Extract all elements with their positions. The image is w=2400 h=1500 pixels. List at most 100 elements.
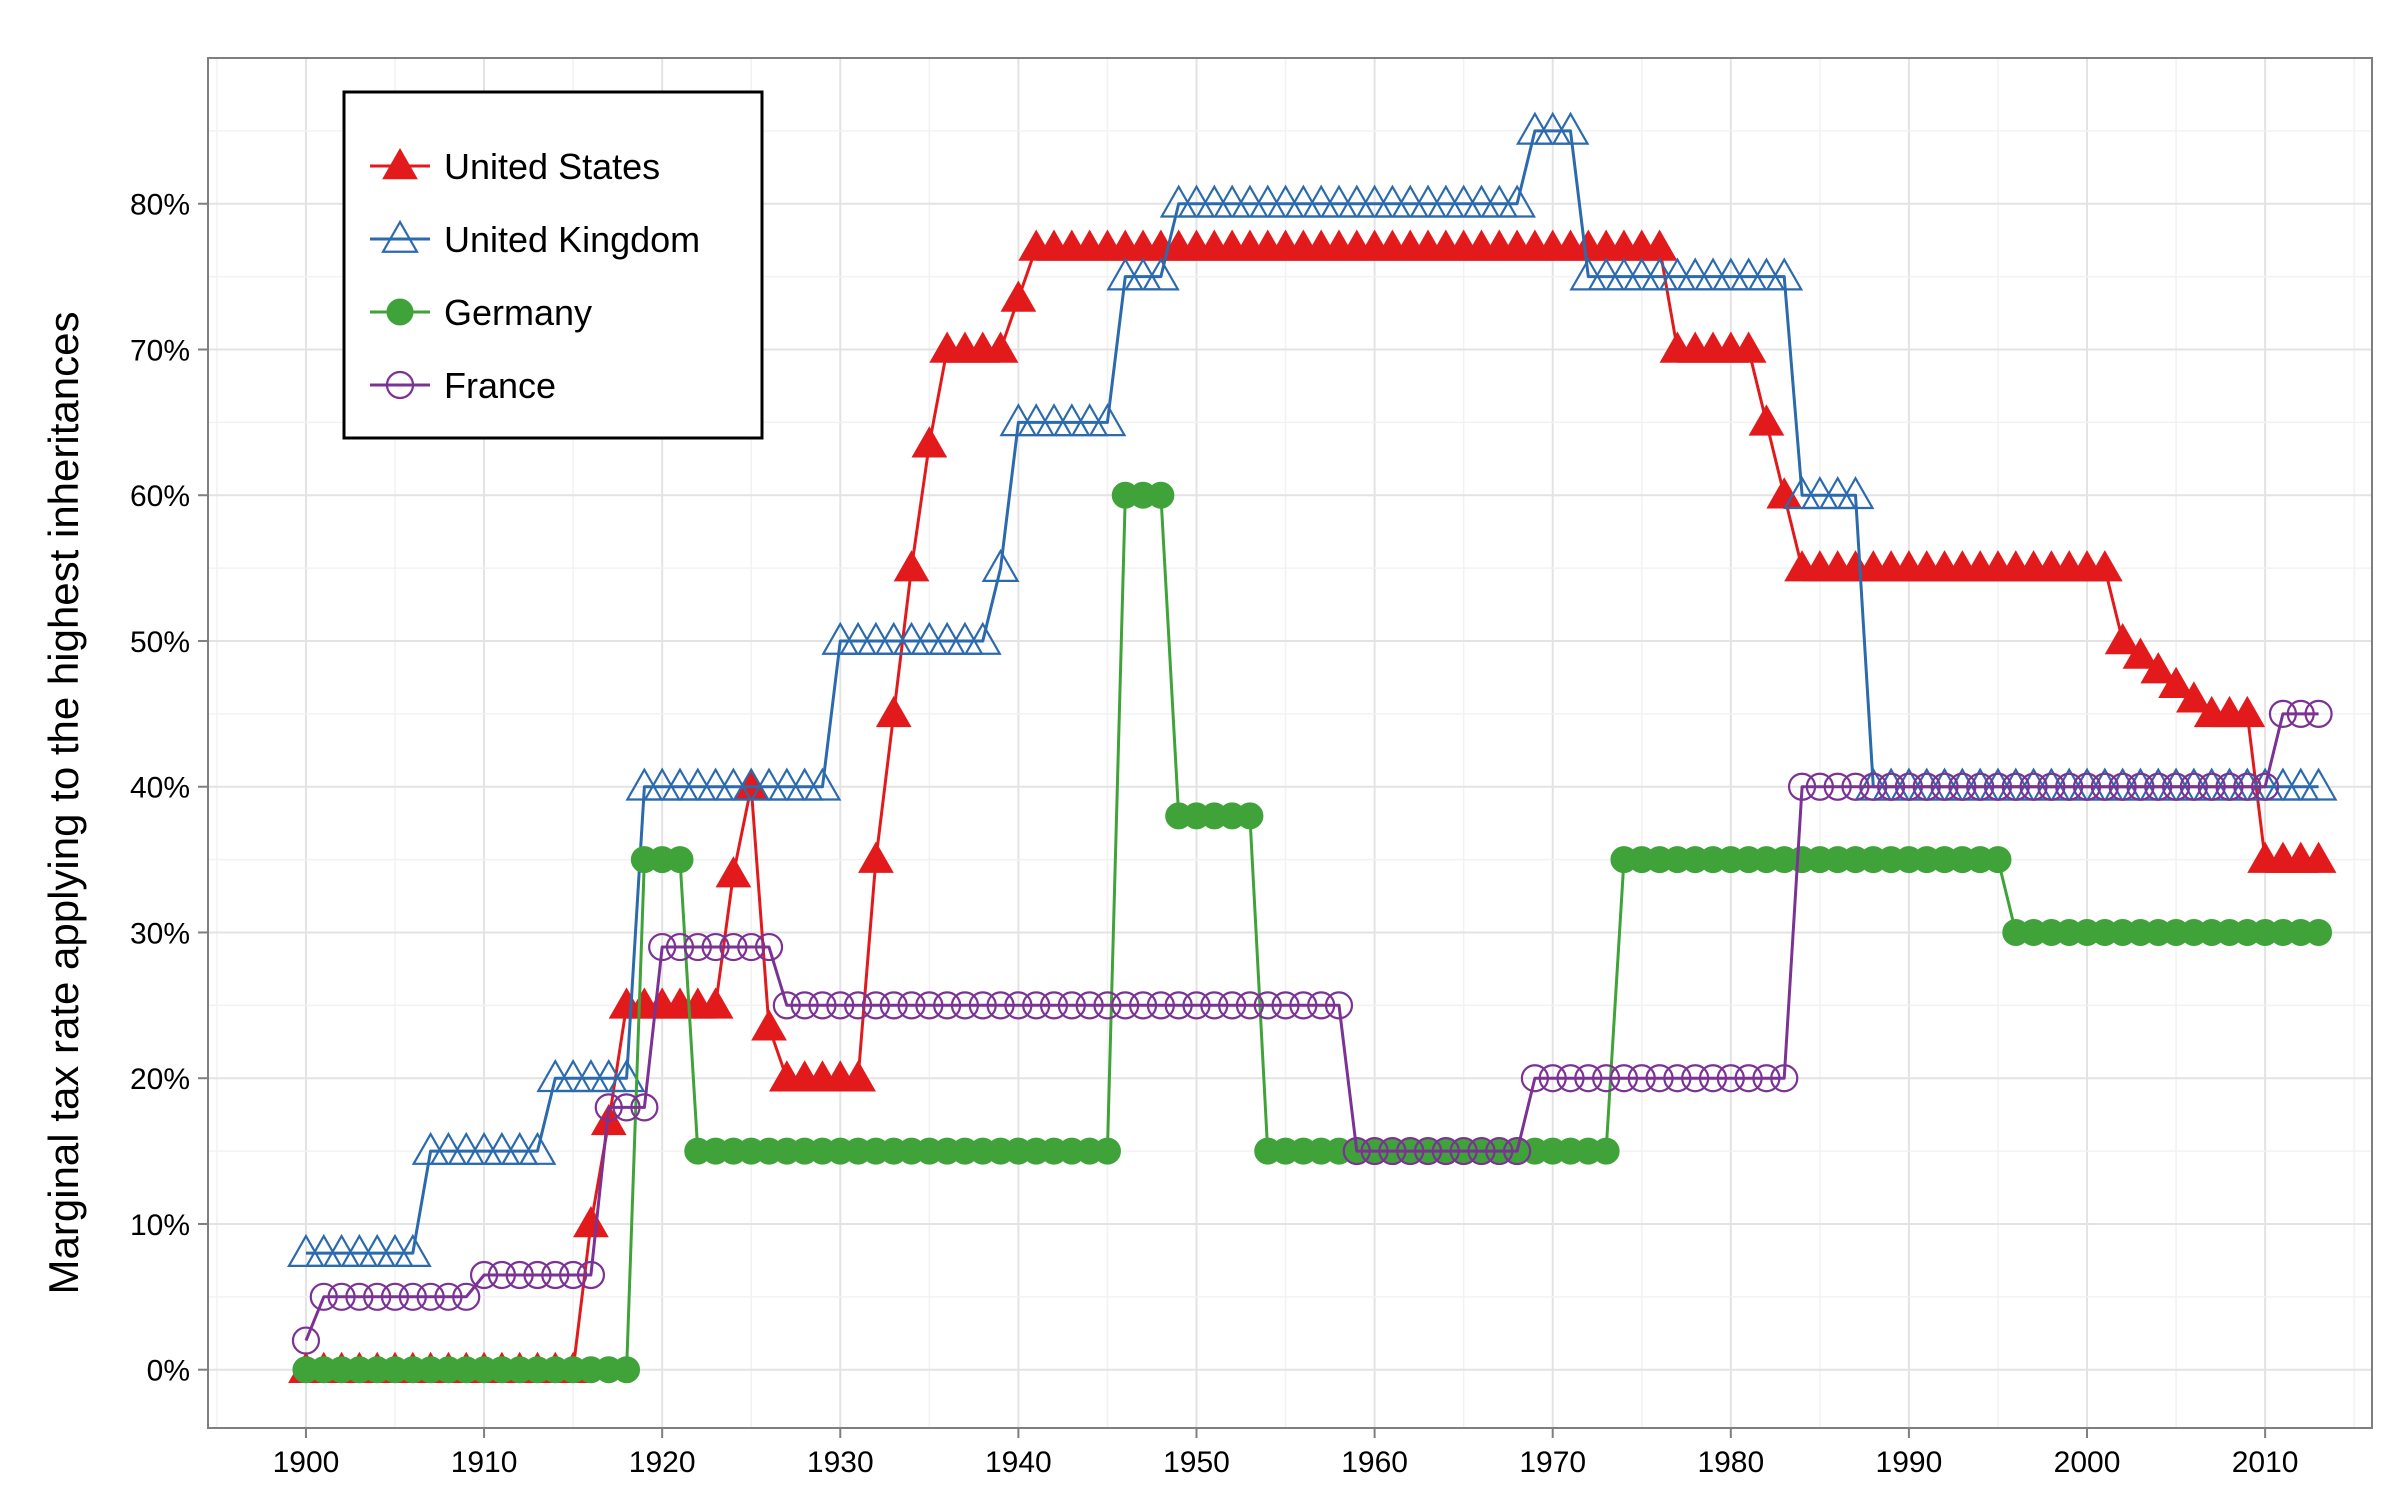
legend-item-germany: Germany: [370, 292, 592, 333]
data-point-france: [1146, 991, 1175, 1020]
data-point-germany: [1093, 1137, 1121, 1165]
data-point-france: [1413, 1136, 1443, 1166]
data-point-united-states: [573, 1205, 609, 1238]
data-point-france: [968, 991, 997, 1020]
x-tick-label: 1930: [807, 1446, 874, 1479]
data-point-france: [2233, 772, 2262, 801]
data-point-france: [2001, 772, 2030, 801]
data-point-france: [2197, 772, 2226, 801]
data-point-united-kingdom: [607, 1058, 646, 1093]
data-point-france: [1681, 1064, 1710, 1093]
data-point-united-states: [751, 1009, 787, 1041]
data-point-united-kingdom: [1498, 184, 1536, 218]
data-point-united-states: [2086, 550, 2123, 582]
data-point-france: [1609, 1064, 1639, 1093]
data-point-united-kingdom: [963, 621, 1002, 655]
data-point-united-states: [2229, 695, 2266, 728]
series-united-states: [288, 229, 2337, 1383]
y-axis: 0% 10% 20% 30% 40% 50% 60% 70% 80%: [130, 189, 208, 1388]
data-point-france: [1894, 772, 1924, 801]
data-point-france: [1645, 1064, 1674, 1093]
y-tick-label: 0%: [147, 1355, 190, 1388]
data-point-france: [612, 1093, 641, 1122]
data-point-france: [1449, 1136, 1478, 1166]
data-point-france: [986, 991, 1015, 1020]
data-point-united-states: [2176, 681, 2212, 713]
data-point-france: [1698, 1064, 1728, 1093]
data-point-france: [1502, 1136, 1532, 1166]
data-point-france: [630, 1093, 659, 1122]
legend-box: [342, 90, 764, 440]
data-point-germany: [1984, 846, 2012, 874]
data-point-france: [1556, 1064, 1585, 1093]
legend-label-germany: Germany: [444, 292, 592, 333]
legend-item-united-states: United States: [370, 146, 660, 187]
data-point-france: [1752, 1064, 1781, 1093]
y-tick-label: 80%: [130, 189, 190, 222]
data-point-france: [398, 1282, 427, 1311]
data-point-france: [1396, 1136, 1425, 1166]
data-point-france: [1075, 991, 1104, 1020]
data-point-germany: [1236, 802, 1264, 830]
data-point-france: [416, 1282, 445, 1311]
y-tick-label: 70%: [130, 334, 190, 367]
data-point-france: [2090, 772, 2119, 801]
data-point-france: [1022, 991, 1051, 1020]
data-point-united-states: [893, 550, 930, 582]
data-point-france: [1485, 1136, 1514, 1166]
data-point-france: [469, 1260, 499, 1290]
data-point-france: [1324, 991, 1354, 1020]
data-point-france: [737, 932, 766, 962]
data-point-france: [1787, 772, 1817, 801]
x-axis: 1900 1910 1920 1930 1940 1950 1960 1970 1980 1990…: [273, 1428, 2299, 1479]
data-point-france: [2055, 772, 2084, 801]
data-point-france: [2019, 772, 2048, 801]
data-point-france: [2072, 772, 2102, 801]
data-point-france: [1948, 772, 1977, 801]
data-point-france: [2268, 699, 2298, 728]
data-point-france: [2286, 699, 2315, 728]
legend-marker-united-kingdom: [381, 219, 419, 253]
data-point-germany: [1147, 481, 1175, 509]
data-point-france: [1431, 1136, 1460, 1166]
legend-label-united-kingdom: United Kingdom: [444, 219, 700, 260]
data-point-france: [363, 1282, 392, 1311]
data-point-united-states: [2300, 841, 2337, 873]
data-point-france: [541, 1260, 570, 1290]
data-point-united-kingdom: [803, 767, 842, 801]
data-point-france: [1360, 1136, 1389, 1166]
x-tick-label: 2010: [2232, 1446, 2299, 1479]
data-point-united-states: [2140, 652, 2177, 684]
data-point-germany: [2305, 918, 2333, 946]
data-point-france: [1627, 1064, 1656, 1093]
data-point-united-kingdom: [1765, 257, 1804, 291]
data-point-germany: [666, 846, 694, 874]
data-point-france: [309, 1282, 338, 1311]
data-point-france: [1235, 991, 1265, 1020]
data-point-united-states: [1748, 404, 1785, 436]
data-point-france: [1218, 991, 1247, 1020]
data-point-france: [345, 1282, 374, 1311]
data-point-france: [2126, 772, 2155, 801]
data-point-united-states: [840, 1060, 876, 1092]
data-point-united-states: [697, 987, 734, 1019]
y-tick-label: 60%: [130, 480, 190, 513]
x-tick-label: 1990: [1876, 1446, 1943, 1479]
data-point-france: [2161, 772, 2191, 801]
data-point-france: [1983, 772, 2013, 801]
data-point-france: [1271, 991, 1300, 1020]
data-point-france: [505, 1260, 534, 1290]
data-point-france: [2215, 772, 2244, 801]
data-point-france: [1930, 772, 1959, 801]
data-point-united-kingdom: [518, 1131, 557, 1165]
data-point-france: [1770, 1064, 1799, 1093]
y-tick-label: 50%: [130, 626, 190, 659]
data-point-united-kingdom: [1551, 111, 1590, 145]
data-point-united-kingdom: [981, 548, 1020, 582]
data-point-france: [327, 1282, 356, 1311]
data-point-france: [843, 991, 873, 1020]
data-point-united-states: [982, 331, 1019, 363]
x-tick-label: 1980: [1697, 1446, 1764, 1479]
series-layer: [287, 111, 2338, 1384]
data-point-france: [1289, 991, 1318, 1020]
